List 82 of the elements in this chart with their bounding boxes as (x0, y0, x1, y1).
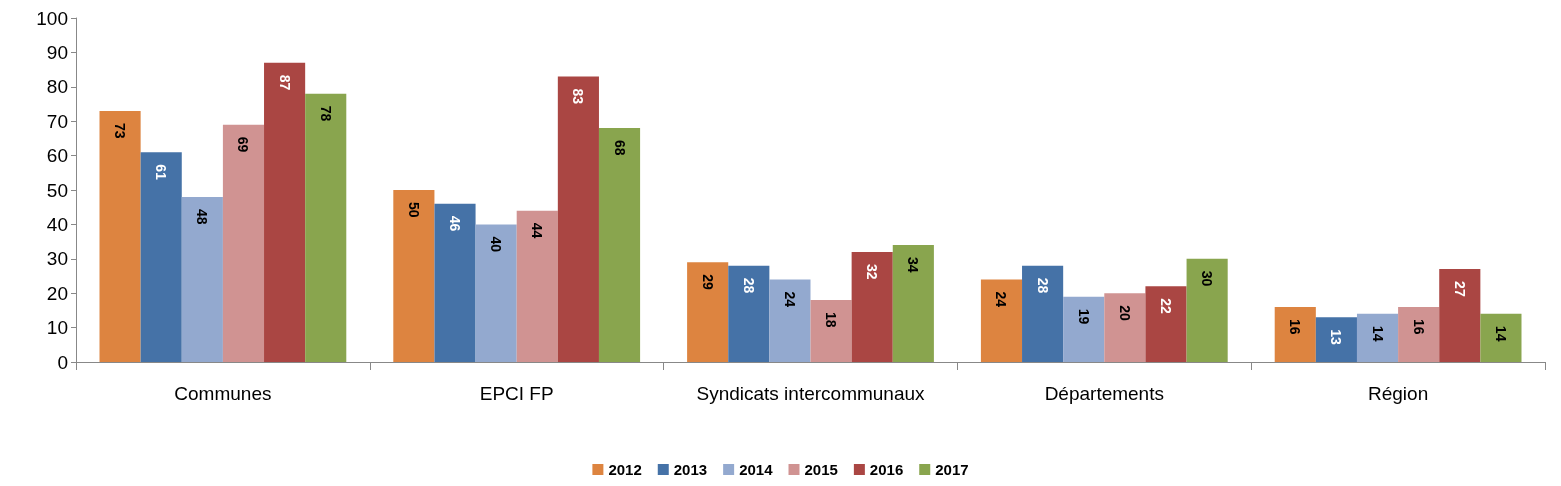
legend-label: 2017 (935, 461, 969, 478)
x-tick-label: Communes (174, 383, 272, 404)
bar (222, 124, 265, 362)
bar (1398, 306, 1440, 362)
bar (181, 196, 223, 362)
data-label: 18 (823, 312, 840, 328)
y-tick-label: 40 (46, 213, 68, 235)
bar (598, 128, 641, 362)
data-label: 30 (1199, 270, 1216, 287)
legend-label: 2014 (739, 461, 774, 478)
bar (1315, 317, 1357, 362)
y-tick-label: 70 (46, 110, 68, 132)
bar (99, 110, 141, 362)
y-tick-label: 50 (46, 179, 68, 201)
bar (1063, 296, 1105, 362)
bar (851, 251, 893, 362)
data-label: 29 (699, 274, 716, 291)
data-label: 24 (993, 291, 1010, 308)
data-label: 27 (1451, 281, 1468, 297)
data-label: 40 (488, 236, 505, 253)
bar (1480, 313, 1522, 362)
bar (810, 300, 852, 362)
bar (557, 76, 599, 362)
data-label: 14 (1369, 325, 1386, 342)
bar (393, 190, 435, 362)
data-label: 69 (235, 136, 252, 153)
bar (140, 152, 182, 362)
bar (1145, 286, 1187, 362)
data-label: 83 (570, 88, 587, 105)
bar (264, 62, 306, 362)
x-tick-label: Syndicats intercommunaux (696, 383, 926, 404)
bar (728, 265, 770, 362)
data-label: 20 (1116, 305, 1133, 321)
y-tick-label: 100 (36, 7, 68, 29)
legend-label: 2015 (804, 461, 838, 478)
data-label: 46 (447, 215, 463, 232)
data-label: 28 (740, 277, 757, 294)
y-tick-label: 20 (46, 282, 68, 304)
data-label: 22 (1158, 298, 1174, 315)
data-label: 87 (276, 74, 293, 91)
y-tick-label: 80 (46, 76, 68, 98)
bar (1104, 293, 1146, 362)
y-tick-label: 30 (46, 248, 68, 270)
bar (434, 203, 476, 362)
bar (1186, 258, 1228, 362)
data-label: 13 (1328, 329, 1345, 346)
y-tick-label: 0 (57, 351, 68, 373)
y-tick-label: 10 (46, 317, 68, 339)
data-label: 73 (112, 122, 129, 139)
bar (1356, 313, 1399, 362)
bar (475, 224, 517, 362)
data-label: 14 (1492, 325, 1509, 342)
legend-label: 2016 (869, 461, 904, 478)
bar (892, 245, 934, 362)
data-label: 61 (153, 164, 170, 180)
bar (980, 279, 1023, 362)
x-tick-label: Région (1367, 383, 1429, 404)
x-tick-label: Départements (1044, 383, 1164, 404)
data-label: 68 (611, 140, 628, 156)
data-label: 16 (1410, 318, 1427, 335)
data-label: 19 (1075, 308, 1092, 325)
bar (1439, 269, 1481, 362)
y-tick-label: 90 (46, 41, 68, 63)
data-label: 28 (1034, 277, 1051, 294)
x-tick-label: EPCI FP (479, 383, 554, 404)
bar (769, 279, 811, 362)
data-label: 48 (194, 208, 211, 225)
bar (687, 262, 729, 362)
data-label: 24 (781, 291, 798, 308)
data-label: 44 (529, 222, 546, 239)
data-label: 16 (1287, 318, 1304, 335)
bar (516, 210, 558, 362)
legend-label: 2012 (608, 461, 642, 478)
legend-label: 2013 (673, 461, 708, 478)
data-label: 32 (864, 263, 881, 280)
y-tick-label: 60 (46, 145, 68, 167)
bar (1274, 306, 1316, 362)
data-label: 50 (405, 202, 422, 218)
data-label: 78 (317, 105, 334, 122)
bar (1022, 265, 1064, 362)
bar (305, 93, 347, 362)
data-label: 34 (905, 257, 922, 273)
